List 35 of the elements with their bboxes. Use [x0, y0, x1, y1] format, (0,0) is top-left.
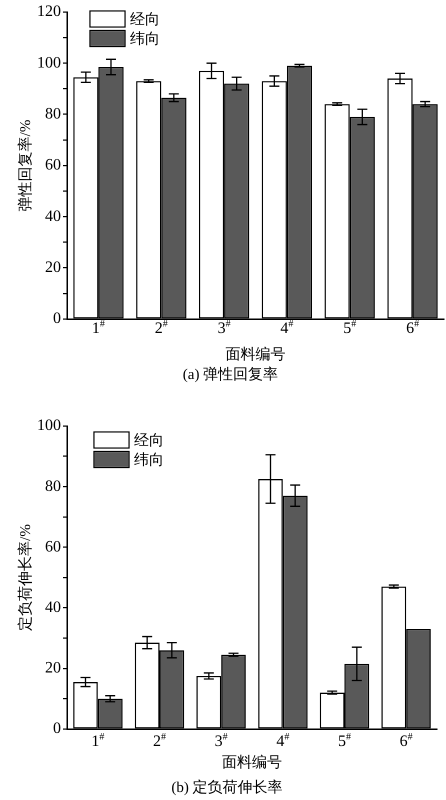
- x-tick-label: 5#: [338, 731, 351, 750]
- legend-label: 纬向: [130, 30, 160, 48]
- text: (a) 弹性回复率: [182, 366, 278, 383]
- x-axis-title: 面料编号: [226, 346, 286, 363]
- x-axis-title: 面料编号: [222, 754, 282, 771]
- y-tick-label: 20: [45, 660, 61, 677]
- legend-label: 经向: [130, 10, 160, 28]
- x-tick-label: 1#: [91, 731, 104, 750]
- y-tick-label: 20: [45, 259, 61, 276]
- x-tick-label: 4#: [276, 731, 290, 750]
- y-tick-label: 100: [37, 54, 61, 72]
- x-tick-label: 3#: [214, 731, 228, 750]
- legend-label: 经向: [134, 432, 164, 449]
- x-tick-label: 2#: [153, 731, 166, 750]
- legend-label: 纬向: [134, 451, 164, 468]
- x-tick-label: 1#: [92, 318, 105, 338]
- y-tick-label: 0: [53, 720, 61, 738]
- y-tick-label: 40: [45, 599, 61, 616]
- y-tick-label: 100: [37, 417, 61, 434]
- y-tick-label: 60: [45, 538, 61, 556]
- y-tick-label: 80: [45, 478, 61, 495]
- text: (b) 定负荷伸长率: [171, 778, 283, 796]
- x-tick-label: 3#: [218, 318, 231, 338]
- x-tick-label: 4#: [280, 318, 294, 338]
- y-tick-label: 40: [45, 208, 61, 225]
- y-axis-title: 弹性回复率/%: [16, 120, 34, 212]
- x-tick-label: 5#: [343, 318, 356, 338]
- y-tick-label: 120: [37, 3, 61, 20]
- x-tick-label: 6#: [406, 318, 420, 338]
- y-tick-label: 80: [45, 106, 61, 123]
- y-tick-label: 0: [53, 310, 61, 328]
- y-tick-label: 60: [45, 156, 61, 174]
- x-tick-label: 6#: [400, 731, 413, 750]
- x-tick-label: 2#: [154, 318, 168, 338]
- y-axis-title: 定负荷伸长率/%: [16, 524, 34, 631]
